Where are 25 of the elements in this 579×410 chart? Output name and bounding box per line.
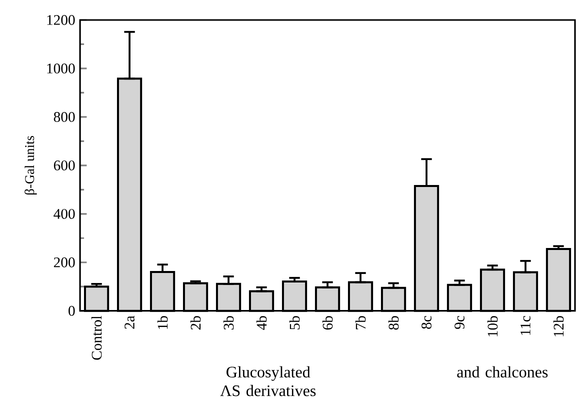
y-tick-label: 800	[54, 112, 75, 122]
x-tick-label: 3b	[223, 316, 234, 330]
x-tick-label: 2b	[190, 316, 201, 330]
x-tick-label: 11c	[520, 316, 530, 336]
x-tick-label: 2a	[124, 316, 134, 329]
x-tick-label: 6b	[322, 316, 333, 330]
y-tick-label: 0	[68, 306, 75, 316]
y-tick-label: 600	[54, 160, 75, 171]
x-tick-label: 9c	[454, 316, 464, 330]
x-tick-label: 4b	[256, 316, 267, 330]
y-tick-label: 200	[54, 258, 75, 268]
y-tick-label: 1200	[47, 15, 75, 26]
x-tick-label: 1b	[157, 316, 168, 330]
y-tick-label: 400	[54, 209, 75, 220]
x-tick-label: Control	[91, 316, 102, 360]
y-tick-label: 1000	[47, 64, 75, 74]
text: Glucosylated ΛS derivatives	[220, 366, 316, 396]
x-tick-label: 12b	[553, 316, 564, 336]
x-tick-label: 7b	[355, 316, 366, 330]
x-tick-label: 8c	[422, 316, 432, 330]
y-axis-title: β-Gal units	[24, 136, 37, 195]
x-tick-label: 5b	[289, 316, 300, 330]
x-tick-label: 10b	[487, 316, 498, 336]
x-tick-label: 8b	[388, 316, 399, 330]
text: and chalcones	[457, 366, 548, 378]
